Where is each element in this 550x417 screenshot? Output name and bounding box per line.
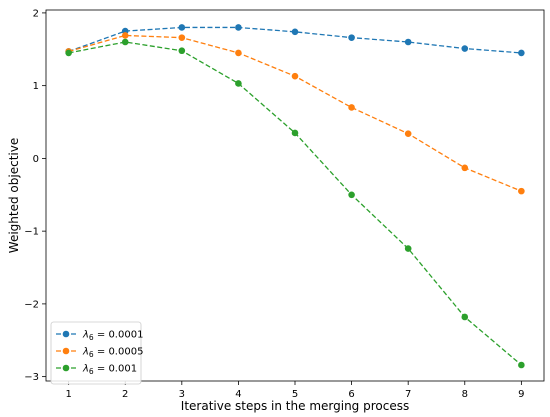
legend-label: λ6 = 0.0001: [82, 330, 143, 343]
y-axis-ticks: 2 1 0 −1 −2 −3: [24, 8, 46, 383]
series-line: [68, 41, 522, 366]
data-point: [291, 129, 299, 137]
x-axis-ticks: 1 2 3 4 5 6 7 8 9: [65, 381, 525, 400]
data-point: [291, 28, 299, 36]
y-axis-label: Weighted objective: [7, 138, 21, 253]
x-tick-label: 6: [348, 389, 354, 400]
y-tick-label: −3: [24, 372, 39, 383]
x-axis-label: Iterative steps in the merging process: [181, 399, 409, 413]
y-tick-label: −2: [24, 299, 39, 310]
data-point: [404, 130, 412, 137]
data-point: [235, 80, 242, 87]
series-2: [65, 32, 525, 195]
legend-label: λ6 = 0.001: [82, 364, 137, 377]
x-tick-label: 1: [65, 389, 71, 400]
legend-value: = 0.0005: [94, 347, 144, 358]
data-point: [404, 245, 412, 252]
legend-subscript: 6: [89, 333, 94, 342]
data-point: [291, 72, 299, 80]
legend-subscript: 6: [89, 350, 94, 359]
legend-label: λ6 = 0.0005: [82, 347, 143, 360]
series-1: [65, 24, 525, 57]
data-point: [178, 24, 186, 31]
legend-entry: λ6 = 0.0005: [56, 347, 143, 360]
series-3: [65, 38, 525, 369]
legend-subscript: 6: [89, 367, 94, 376]
legend-entry: λ6 = 0.001: [56, 364, 137, 377]
x-tick-label: 7: [405, 389, 411, 400]
data-point: [235, 49, 242, 57]
x-tick-label: 8: [462, 389, 468, 400]
data-point: [348, 34, 355, 41]
series-line: [68, 34, 522, 192]
legend-value: = 0.001: [94, 364, 137, 375]
data-point: [348, 191, 355, 199]
data-point: [518, 49, 525, 57]
legend-value: = 0.0001: [94, 330, 144, 341]
legend-marker: [62, 364, 70, 372]
data-point: [65, 49, 72, 57]
legend-symbol: λ: [82, 330, 89, 341]
y-tick-label: −1: [24, 227, 39, 238]
series-group: [65, 24, 525, 369]
legend-marker: [62, 347, 70, 355]
data-point: [461, 164, 469, 172]
data-point: [518, 361, 525, 369]
data-point: [235, 24, 242, 31]
x-tick-label: 3: [179, 389, 185, 400]
data-point: [178, 47, 186, 55]
data-point: [404, 38, 412, 46]
x-tick-label: 5: [292, 389, 298, 400]
data-point: [461, 45, 469, 52]
data-point: [348, 104, 355, 111]
y-tick-label: 1: [33, 81, 39, 92]
series-line: [68, 26, 522, 54]
data-point: [121, 38, 129, 46]
x-tick-label: 4: [235, 389, 241, 400]
data-point: [121, 32, 129, 39]
y-tick-label: 0: [33, 154, 39, 165]
legend-marker: [62, 330, 70, 338]
y-tick-label: 2: [33, 8, 39, 19]
legend-symbol: λ: [82, 347, 89, 358]
data-point: [178, 34, 186, 41]
legend-entry: λ6 = 0.0001: [56, 330, 143, 343]
legend-symbol: λ: [82, 364, 89, 375]
x-tick-label: 9: [518, 389, 524, 400]
x-tick-label: 2: [122, 389, 128, 400]
data-point: [461, 313, 469, 321]
data-point: [518, 187, 525, 195]
